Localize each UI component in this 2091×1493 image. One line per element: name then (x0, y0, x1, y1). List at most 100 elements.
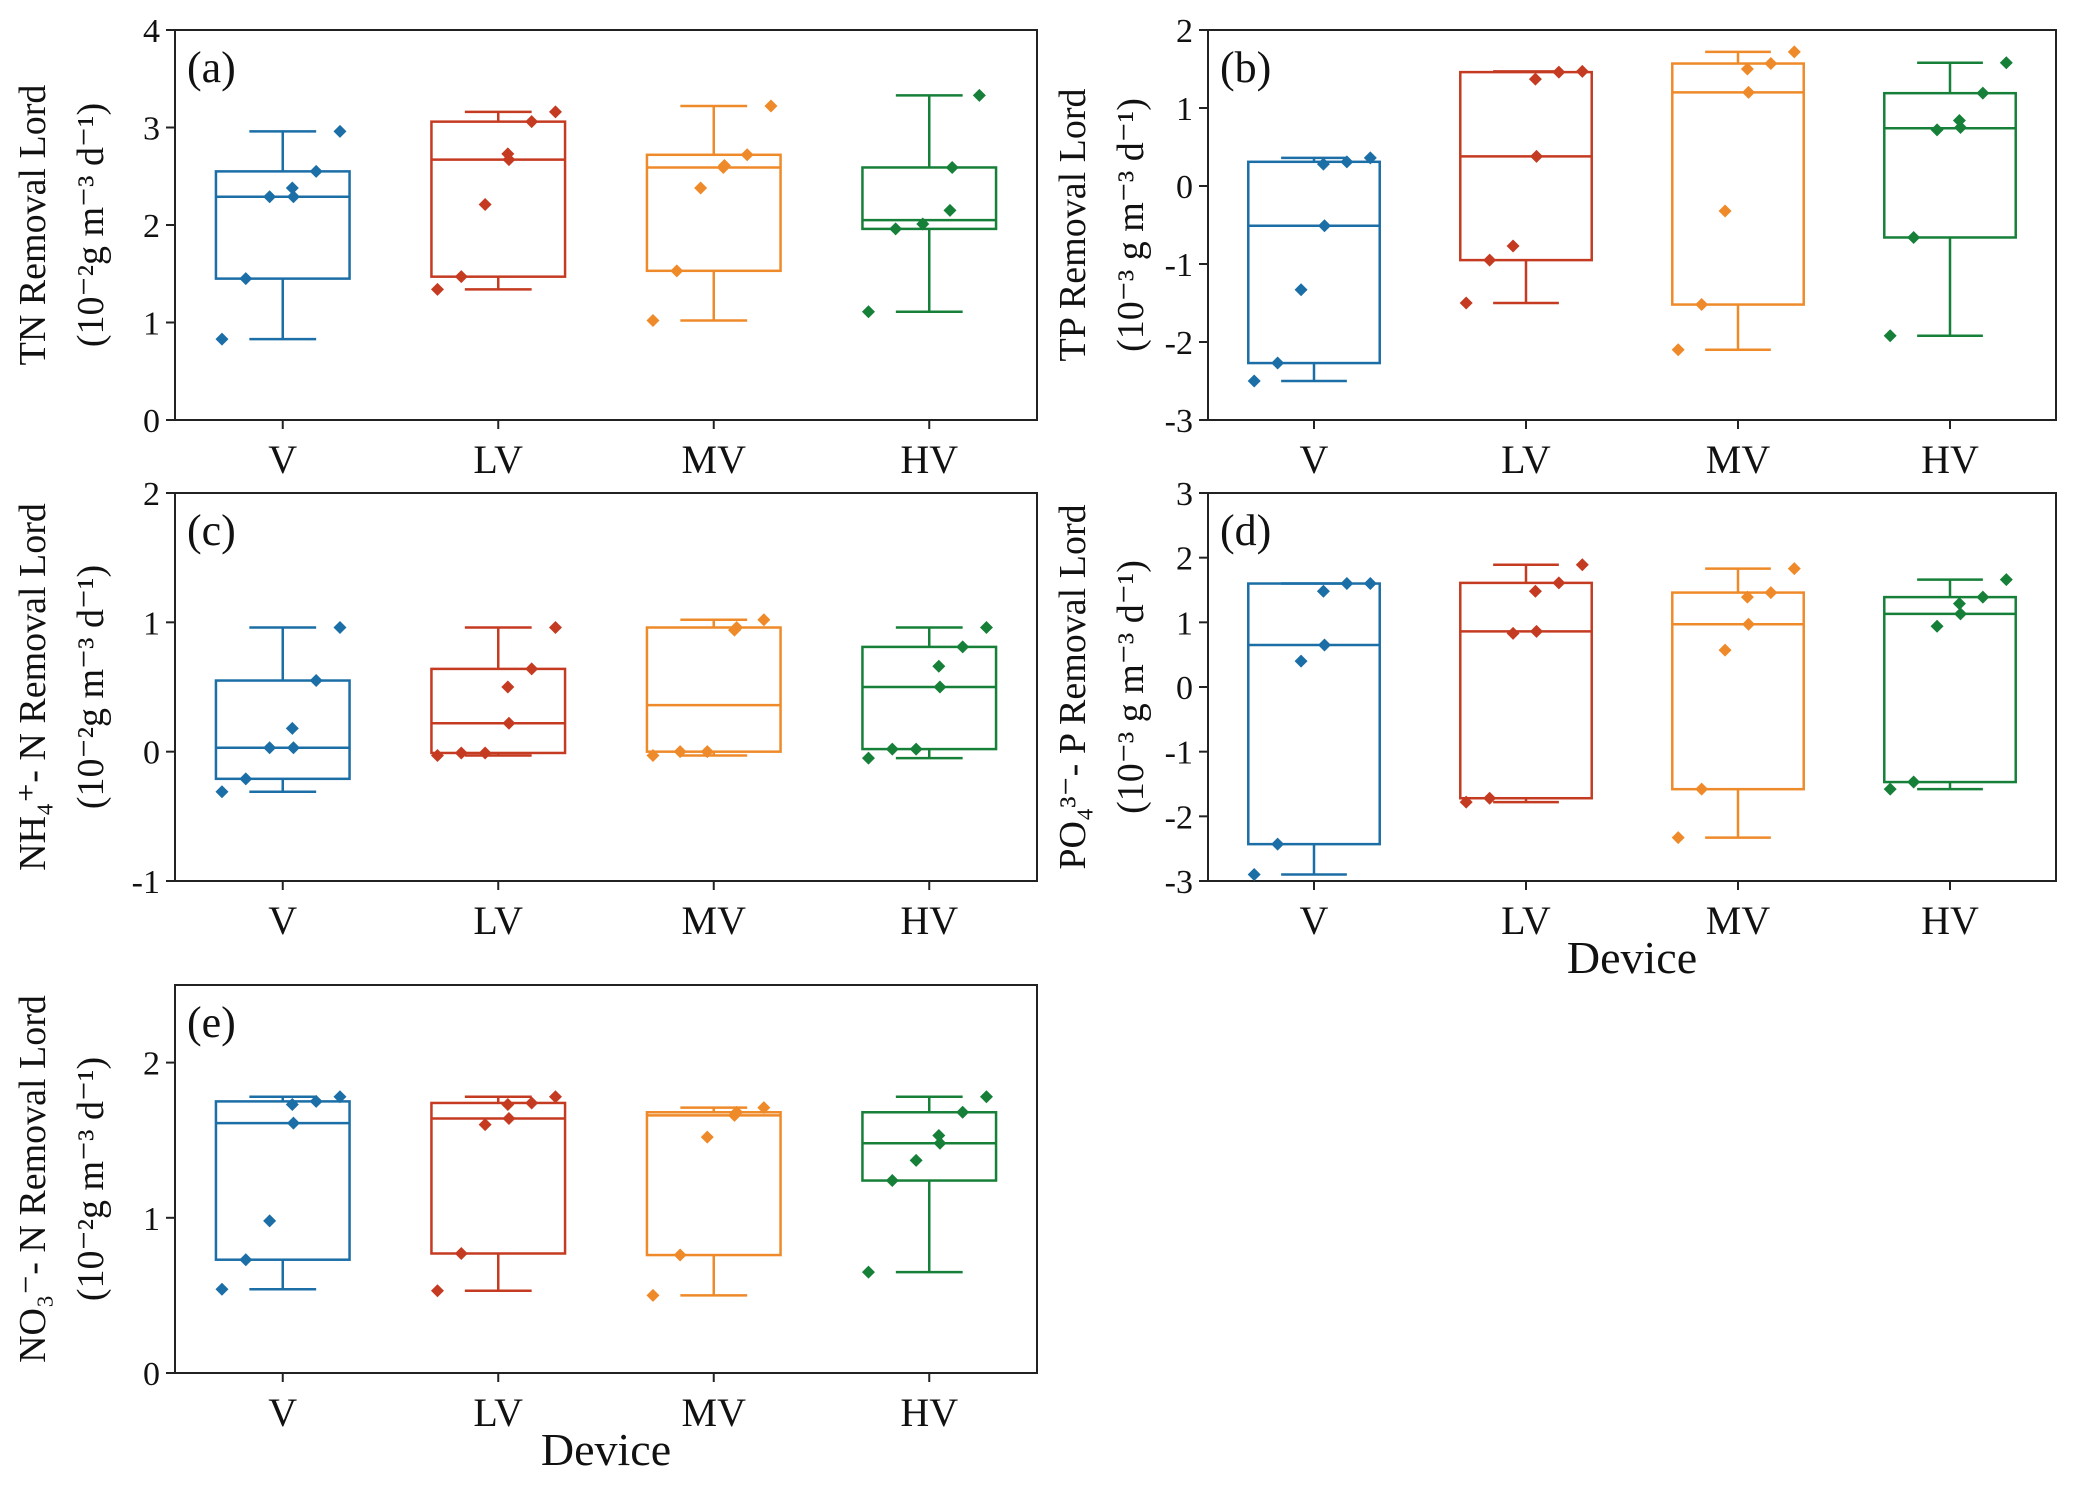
data-point (1316, 157, 1330, 171)
iqr-box (1459, 581, 1593, 800)
data-point (1907, 775, 1921, 789)
data-point (933, 1136, 947, 1150)
data-point (286, 190, 300, 204)
data-point (1483, 791, 1497, 805)
y-tick-label: 3 (1176, 476, 1193, 513)
data-point (1363, 151, 1377, 165)
y-tick-label: 1 (143, 306, 160, 343)
data-point (1907, 230, 1921, 244)
data-point (1742, 617, 1756, 631)
iqr-box (214, 170, 351, 280)
box-V (1247, 151, 1381, 388)
x-tick-label: LV (1501, 437, 1551, 482)
data-point (285, 1098, 299, 1112)
data-point (239, 1253, 253, 1267)
data-point (1999, 56, 2013, 70)
x-tick-label: LV (473, 437, 523, 482)
data-point (1718, 204, 1732, 218)
y-tick-label: 2 (1176, 13, 1193, 50)
box-V (214, 124, 351, 346)
data-point (670, 264, 684, 278)
panel-e: 0 1 2 V LV MV HV (e) NO₃⁻- N Removal Lord (10⁻²g … (12, 984, 1038, 1475)
data-point (263, 190, 277, 204)
y-axis-label: PO₄³⁻- P Removal Lord (1052, 504, 1094, 869)
data-point (263, 1214, 277, 1228)
data-point (502, 716, 516, 730)
data-point (454, 746, 468, 760)
data-point (548, 1090, 562, 1104)
data-point (1340, 155, 1354, 169)
x-tick-label: V (268, 898, 297, 943)
data-point (1271, 837, 1285, 851)
iqr-box (1247, 582, 1381, 846)
data-point (478, 198, 492, 212)
panel-d: -3 -2 -1 0 1 2 3 V LV MV HV (d) PO₄³⁻- P Removal Lor… (1052, 476, 2057, 983)
data-point (916, 217, 930, 231)
data-point (1363, 577, 1377, 591)
box-LV (1459, 64, 1593, 310)
data-point (757, 613, 771, 627)
data-point (548, 105, 562, 119)
data-point (263, 741, 277, 755)
data-point (956, 1105, 970, 1119)
data-point (740, 148, 754, 162)
panel-a: 0 1 2 3 4 V LV MV HV (a) TN Removal Lord (10⁻²g m⁻³… (12, 13, 1038, 482)
data-point (1552, 576, 1566, 590)
data-point (861, 751, 875, 765)
panel-b: -3 -2 -1 0 1 2 V LV MV HV (b) TP Removal Lord (10⁻³ … (1052, 13, 2057, 482)
x-tick-label: V (1300, 898, 1329, 943)
iqr-box (861, 1111, 998, 1182)
y-axis-label: NH₄⁺- N Removal Lord (12, 503, 54, 871)
iqr-box (214, 1100, 351, 1261)
data-point (979, 1090, 993, 1104)
y-tick-label: 0 (143, 403, 160, 440)
data-point (215, 1282, 229, 1296)
data-point (1506, 239, 1520, 253)
data-point (1740, 590, 1754, 604)
data-point (501, 680, 515, 694)
y-tick-label: 2 (143, 208, 160, 245)
box-HV (861, 88, 998, 319)
iqr-box (861, 645, 998, 751)
data-point (501, 1098, 515, 1112)
panel-label: (b) (1220, 43, 1271, 92)
data-point (1530, 624, 1544, 638)
x-tick-label: V (1300, 437, 1329, 482)
x-tick-label: LV (473, 898, 523, 943)
data-point (1316, 584, 1330, 598)
data-point (430, 282, 444, 296)
iqr-box (430, 667, 567, 755)
panel-label: (a) (187, 43, 236, 92)
iqr-box (861, 166, 998, 231)
box-HV (1883, 573, 2017, 796)
x-tick-label: MV (1706, 437, 1771, 482)
x-tick-label: HV (900, 898, 958, 943)
y-tick-label: -3 (1165, 403, 1193, 440)
iqr-box (1671, 591, 1805, 791)
data-point (501, 147, 515, 161)
data-point (285, 181, 299, 195)
x-tick-label: MV (682, 437, 747, 482)
y-tick-label: 0 (1176, 670, 1193, 707)
data-point (309, 164, 323, 178)
x-tick-label: V (268, 1390, 297, 1435)
iqr-box (214, 679, 351, 781)
y-tick-label: -2 (1165, 799, 1193, 836)
data-point (454, 1246, 468, 1260)
iqr-box (645, 1111, 782, 1257)
data-point (1695, 782, 1709, 796)
y-tick-label: -1 (1165, 247, 1193, 284)
data-point (1976, 86, 1990, 100)
box-MV (1671, 562, 1805, 845)
y-tick-label: 2 (143, 476, 160, 513)
axes-frame (174, 29, 1038, 421)
y-tick-label: 4 (143, 13, 160, 50)
x-tick-label: MV (682, 898, 747, 943)
data-point (889, 222, 903, 236)
y-tick-label: 2 (143, 1046, 160, 1083)
data-point (1976, 590, 1990, 604)
data-point (646, 749, 660, 763)
y-axis-unit-label: (10⁻³ g m⁻³ d⁻¹) (1110, 560, 1152, 814)
box-MV (645, 99, 782, 328)
